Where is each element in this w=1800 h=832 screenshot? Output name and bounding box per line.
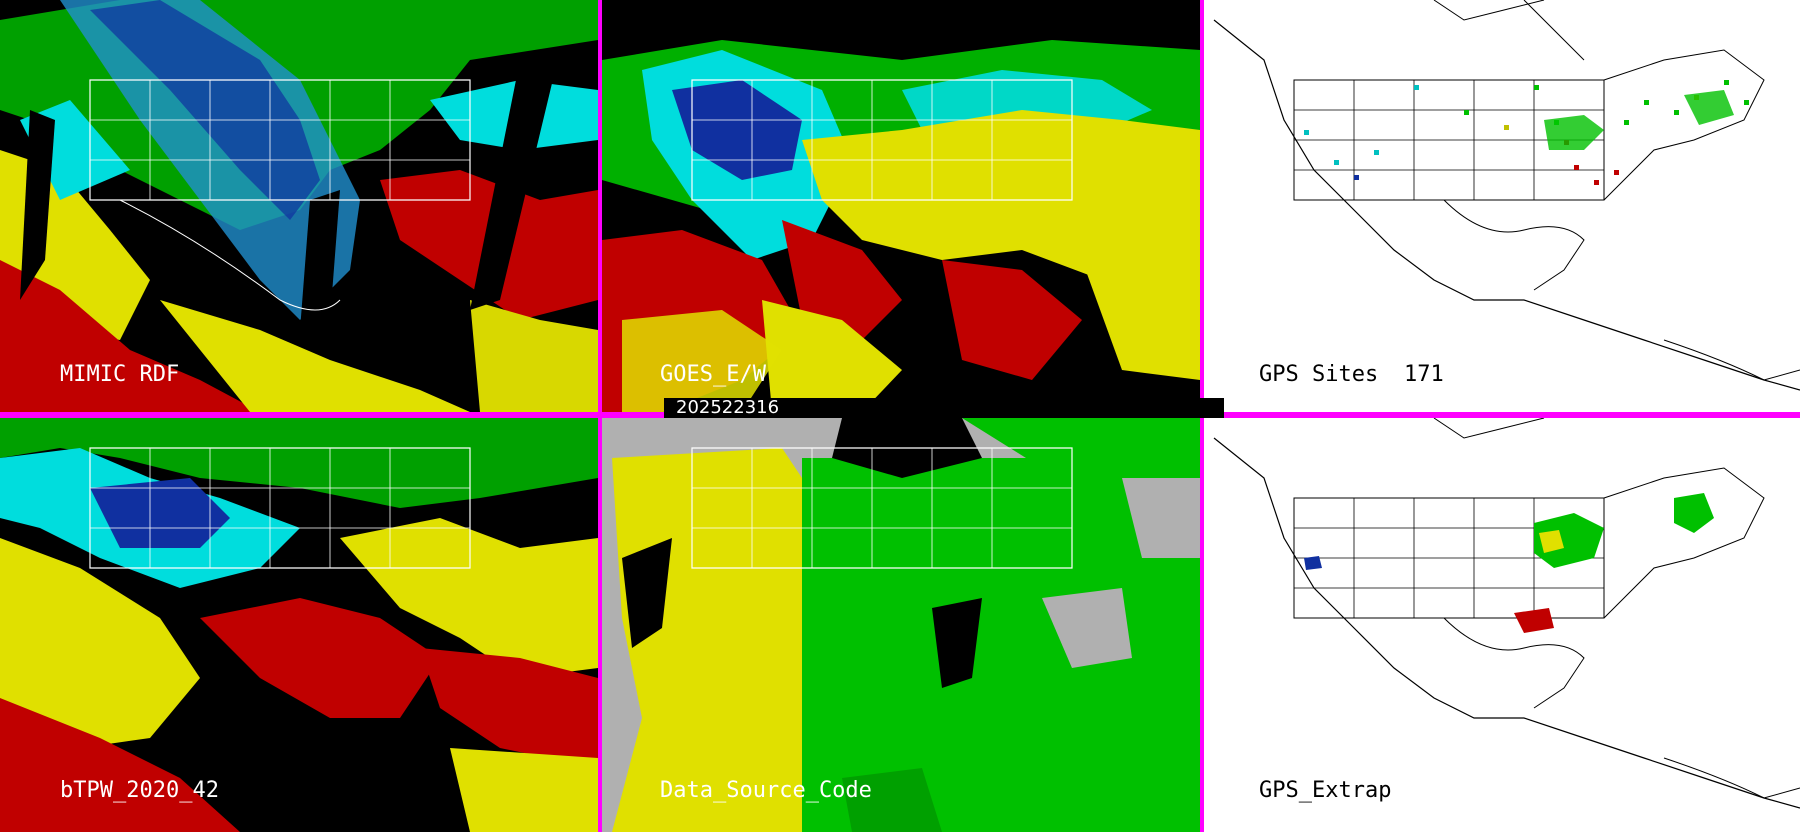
- panel-gps-sites: GPS Sites 171: [1204, 0, 1800, 412]
- gps-extrap-region-midwest: [1534, 513, 1604, 568]
- panel-gps-extrap: GPS_Extrap: [1204, 418, 1800, 832]
- timestamp-label: 202522316: [664, 398, 1224, 418]
- panel-label-btpw: bTPW_2020_42: [60, 778, 219, 803]
- map-gps-extrap: [1213, 418, 1800, 809]
- panel-btpw: bTPW_2020_42: [0, 418, 598, 832]
- panel-label-gps-extrap: GPS_Extrap: [1259, 778, 1392, 803]
- map-data-source-code: [602, 418, 1200, 832]
- gps-site-markers: [1304, 80, 1749, 185]
- map-btpw: [0, 418, 598, 832]
- panel-label-data-source-code: Data_Source_Code: [660, 778, 872, 803]
- panel-label-goes: GOES_E/W: [660, 362, 766, 387]
- panel-label-mimic: MIMIC RDF: [60, 362, 180, 387]
- gps-site-count: 171: [1404, 362, 1444, 387]
- panel-data-source-code: Data_Source_Code: [602, 418, 1200, 832]
- gps-extrap-region-northeast: [1674, 493, 1714, 533]
- map-mimic-rdf: [0, 0, 598, 412]
- panel-mimic-rdf: MIMIC RDF: [0, 0, 598, 412]
- panel-label-gps-sites: GPS Sites: [1259, 362, 1379, 387]
- map-gps-sites: [1213, 0, 1800, 391]
- panel-goes: GOES_E/W: [602, 0, 1200, 412]
- gps-extrap-region-west: [1304, 556, 1322, 570]
- map-goes: [602, 0, 1200, 412]
- gps-extrap-region-gulf: [1514, 608, 1554, 633]
